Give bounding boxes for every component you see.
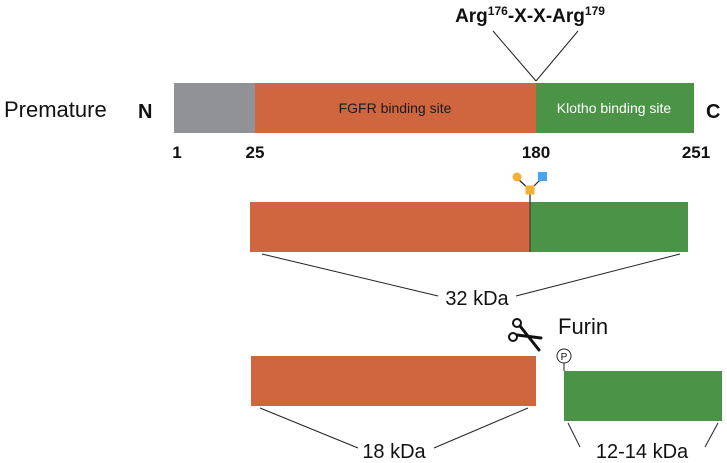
motif-prefix: Arg (455, 6, 488, 27)
full-mass-label: 32 kDa (445, 288, 509, 310)
n-fragment-mass: 18 kDa (362, 441, 426, 463)
phospho-symbol: P (561, 352, 568, 363)
premature-label: Premature (4, 97, 107, 122)
klotho-binding-label: Klotho binding site (557, 100, 672, 116)
n-terminal-fragment (251, 356, 536, 406)
full-mass-bracket (261, 253, 681, 297)
phosphate-icon: P (556, 348, 572, 371)
scissors-icon (508, 318, 543, 352)
o-glycan-icon (512, 172, 547, 202)
fgfr-binding-label: FGFR binding site (339, 100, 452, 116)
motif-sup1: 176 (488, 4, 508, 18)
position-251: 251 (682, 143, 710, 162)
signal-peptide-segment (174, 83, 255, 133)
mature-fgfr-segment (250, 202, 530, 252)
n-fragment-bracket (259, 407, 529, 449)
motif-pointer (492, 30, 579, 82)
mature-klotho-segment (530, 202, 688, 252)
motif-sup2: 179 (585, 4, 605, 18)
klotho-binding-segment (536, 83, 694, 133)
c-fragment-mass: 12-14 kDa (596, 441, 689, 463)
c-terminal-fragment (564, 371, 722, 421)
c-terminus-label: C (706, 101, 720, 123)
position-180: 180 (522, 143, 550, 162)
motif-label: Arg176-X-X-Arg179 (455, 4, 605, 27)
furin-label: Furin (558, 314, 608, 339)
c-fragment-bracket (567, 422, 719, 448)
n-terminus-label: N (138, 101, 152, 123)
position-1: 1 (172, 143, 181, 162)
motif-middle: -X-X-Arg (508, 6, 585, 27)
position-25: 25 (246, 143, 265, 162)
fgfr-binding-segment (255, 83, 536, 133)
